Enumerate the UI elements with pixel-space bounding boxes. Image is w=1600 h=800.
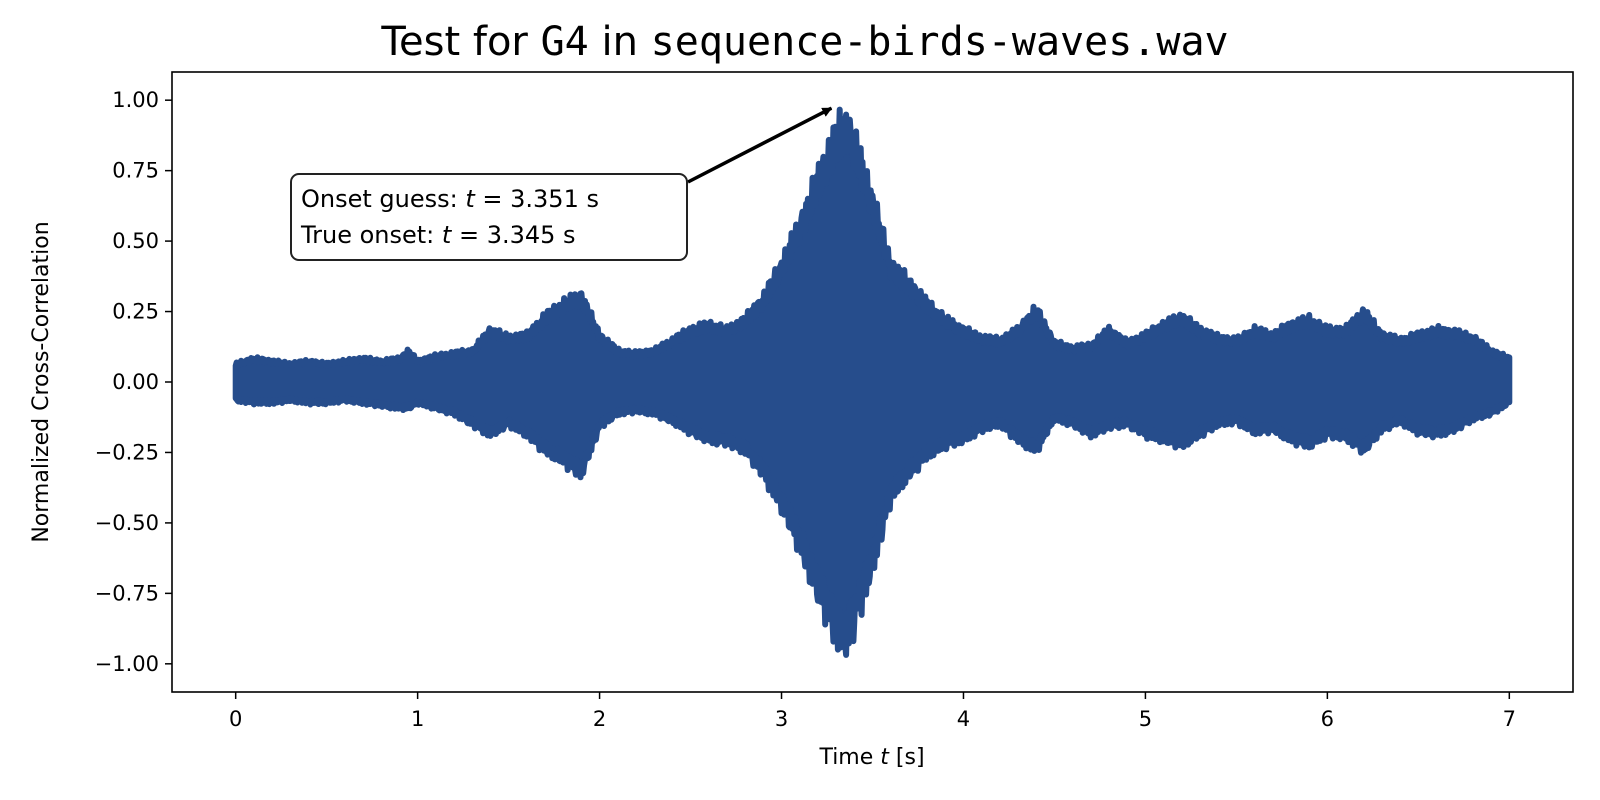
x-tick-label: 2: [593, 707, 606, 731]
signal-series: [232, 106, 1513, 658]
x-tick-label: 4: [957, 707, 970, 731]
plot-area: [232, 106, 1513, 658]
x-tick-label: 0: [229, 707, 242, 731]
annotation-line-1: Onset guess: t = 3.351 s: [301, 185, 599, 213]
y-tick-label: 0.50: [112, 229, 159, 253]
x-tick-label: 6: [1321, 707, 1334, 731]
x-tick-label: 3: [775, 707, 788, 731]
y-tick-label: −1.00: [95, 652, 159, 676]
annotation-arrow: [687, 106, 833, 184]
onset-annotation: Onset guess: t = 3.351 s True onset: t =…: [290, 106, 833, 261]
y-tick-label: 0.00: [112, 370, 159, 394]
x-tick-label: 7: [1503, 707, 1516, 731]
x-tick-label: 1: [411, 707, 424, 731]
annotation-box: [290, 173, 688, 261]
y-axis: 1.00 0.75 0.50 0.25 0.00 −0.25 −0.50 −0.75 −1.00: [95, 88, 172, 676]
y-tick-label: 0.25: [112, 300, 159, 324]
y-tick-label: 0.75: [112, 159, 159, 183]
y-tick-label: −0.75: [95, 581, 159, 605]
chart-title: Test for G4 in sequence-birds-waves.wav: [380, 19, 1228, 65]
annotation-line-2: True onset: t = 3.345 s: [300, 221, 576, 249]
x-tick-label: 5: [1139, 707, 1152, 731]
y-tick-label: 1.00: [112, 88, 159, 112]
y-axis-label: Normalized Cross-Correlation: [29, 221, 54, 542]
x-axis: 0 1 2 3 4 5 6 7: [229, 692, 1516, 731]
y-tick-label: −0.50: [95, 511, 159, 535]
x-axis-label: Time t [s]: [818, 745, 924, 770]
y-tick-label: −0.25: [95, 440, 159, 464]
